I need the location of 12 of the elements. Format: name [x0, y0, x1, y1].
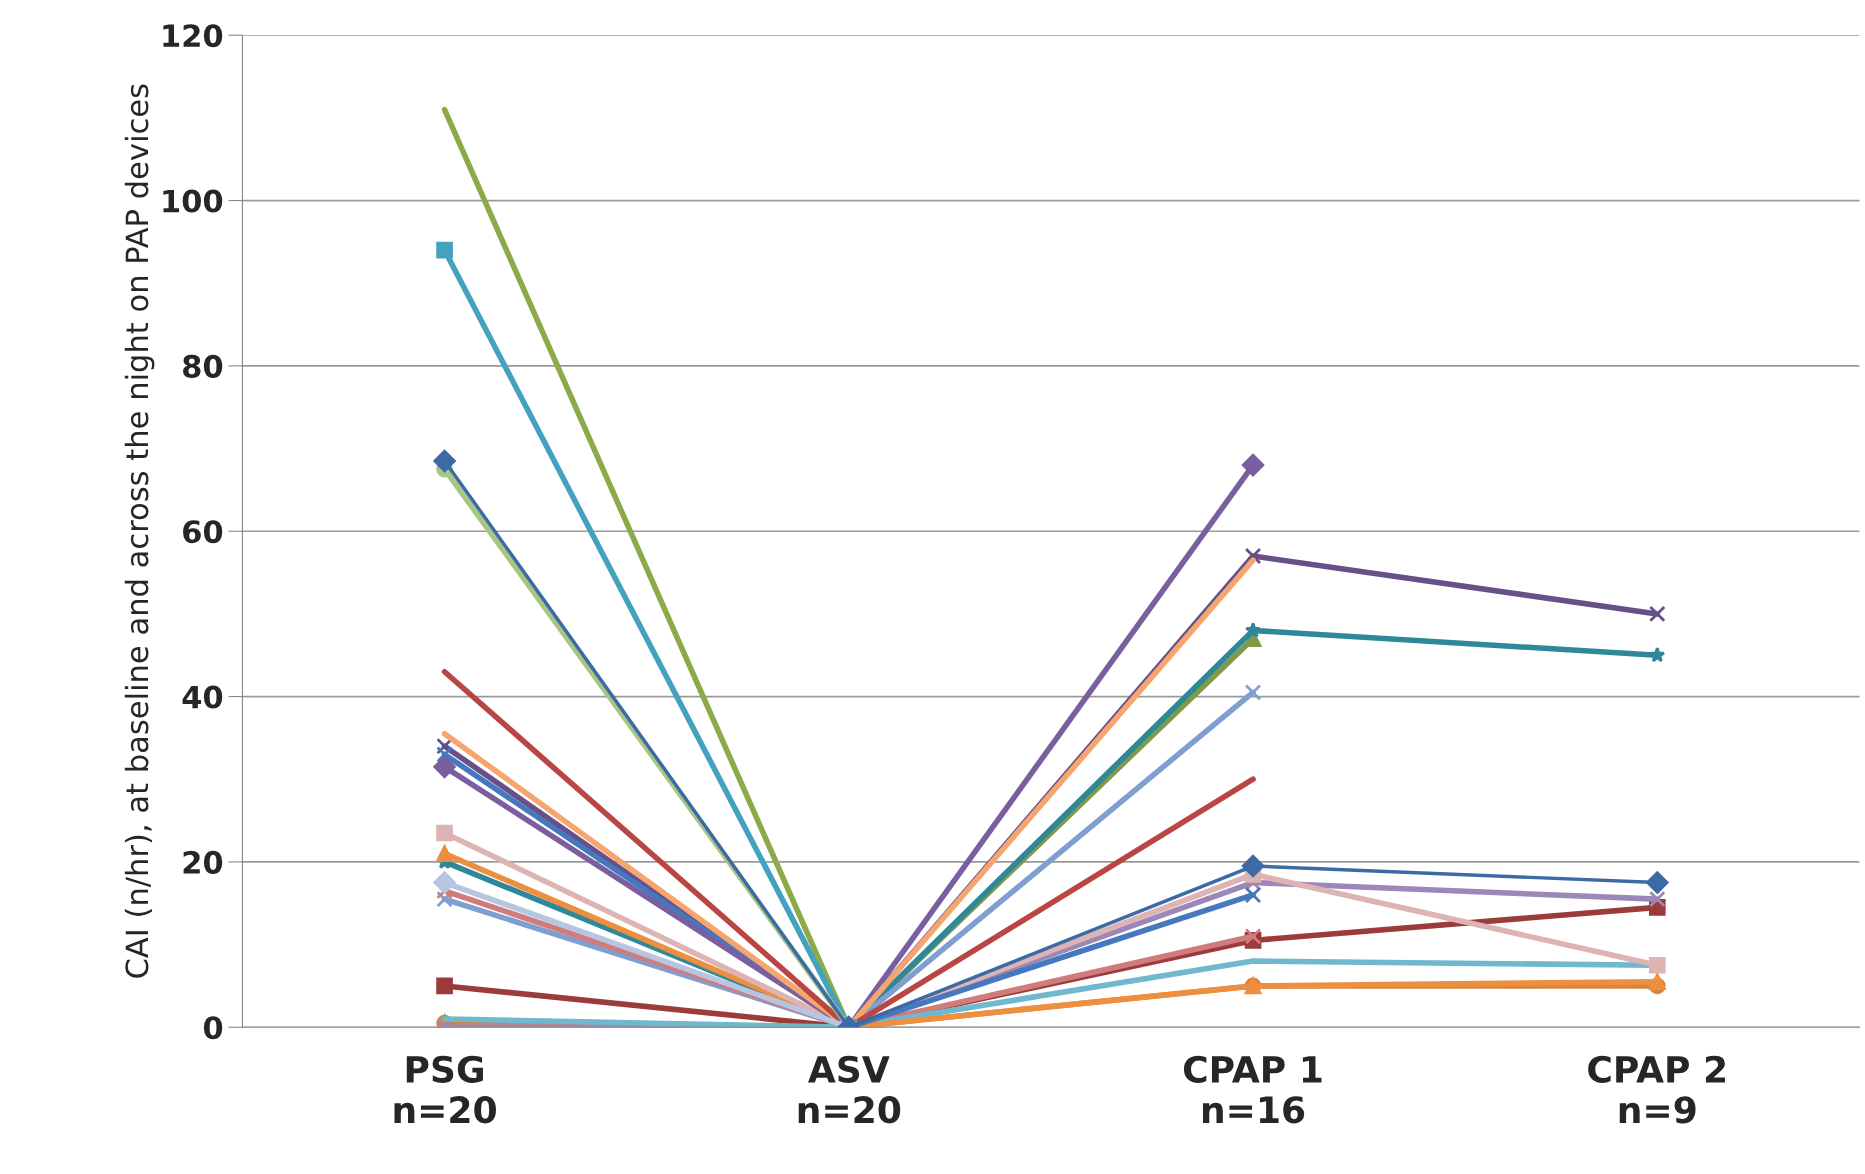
x-tick-label: CPAP 2 n=9 — [1588, 1055, 1726, 1124]
y-axis-title: CAI (n/hr), at baseline and across the night on PAP devices — [124, 84, 155, 978]
y-tick-label: 60 — [183, 520, 223, 544]
y-tick-label: 80 — [183, 354, 223, 378]
x-tick-label: ASV n=20 — [798, 1055, 901, 1124]
x-tick-label: PSG n=20 — [394, 1055, 496, 1124]
y-tick-label: 40 — [182, 685, 223, 709]
y-tick-label: 120 — [163, 24, 223, 48]
y-tick-label: 0 — [203, 1016, 223, 1040]
y-tick-label: 20 — [183, 850, 223, 874]
y-tick-label: 100 — [163, 189, 223, 213]
x-tick-label: CPAP 1 n=16 — [1183, 1055, 1322, 1124]
